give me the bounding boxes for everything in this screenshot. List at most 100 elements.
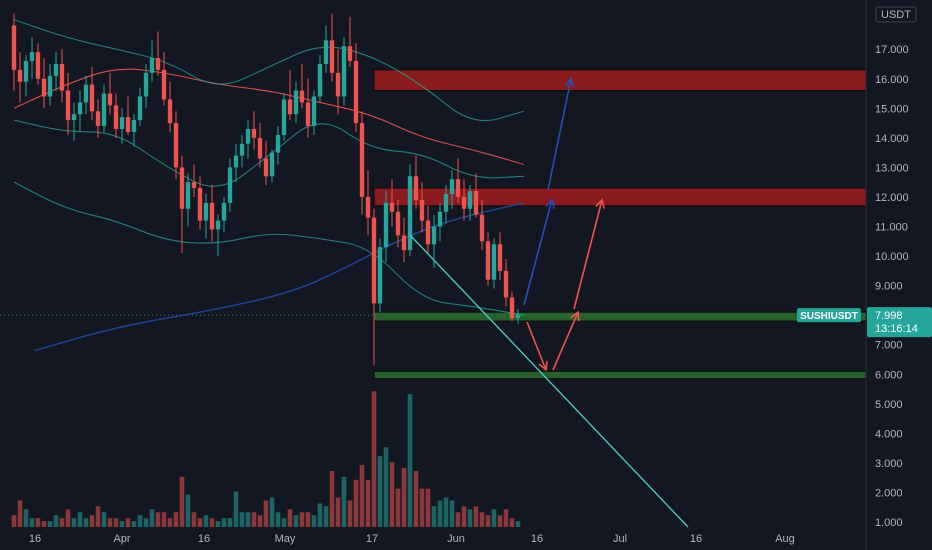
- candle-body: [53, 63, 59, 76]
- volume-bar: [131, 521, 137, 527]
- candle-body: [269, 152, 275, 177]
- volume-bar: [311, 515, 317, 527]
- volume-bar: [299, 512, 305, 527]
- volume-bar: [419, 488, 425, 527]
- volume-bar: [263, 500, 269, 527]
- volume-bar: [35, 518, 41, 527]
- volume-bar: [83, 518, 89, 527]
- volume-bar: [119, 521, 125, 527]
- volume-bar: [461, 506, 467, 527]
- candle-body: [131, 120, 137, 132]
- price-tick-label: 15.000: [875, 103, 909, 115]
- price-tick-label: 11.000: [875, 222, 908, 234]
- candle-body: [161, 69, 167, 100]
- volume-bar: [425, 488, 431, 527]
- volume-bar: [29, 518, 35, 527]
- candle-body: [65, 90, 71, 121]
- candle-body: [155, 58, 161, 70]
- volume-bar: [287, 509, 293, 527]
- price-tick-label: 2.000: [875, 487, 903, 499]
- candle-body: [263, 158, 269, 177]
- volume-bar: [71, 518, 77, 527]
- volume-bar: [413, 470, 419, 527]
- candle-body: [107, 93, 113, 106]
- candle-body: [35, 52, 41, 79]
- candle-body: [401, 235, 407, 251]
- candle-body: [41, 78, 47, 97]
- candle-body: [197, 188, 203, 221]
- volume-bar: [281, 518, 287, 527]
- price-tick-label: 13.000: [875, 162, 909, 174]
- candle-body: [119, 117, 125, 129]
- time-axis[interactable]: 16 Apr 16 May 17 Jun 16 Jul 16 Aug: [29, 533, 795, 545]
- candle-body: [239, 143, 245, 156]
- candle-body: [221, 202, 227, 221]
- volume-bar: [317, 503, 323, 527]
- candle-body: [185, 182, 191, 209]
- volume-bar: [485, 515, 491, 527]
- candle-body: [467, 191, 473, 209]
- candle-body: [347, 46, 353, 62]
- candle-body: [305, 102, 311, 127]
- candle-body: [113, 105, 119, 129]
- volume-bar: [467, 509, 473, 527]
- time-tick-label: May: [275, 533, 296, 545]
- volume-bar: [107, 518, 113, 527]
- candle-body: [437, 211, 443, 227]
- price-axis[interactable]: 17.000 16.000 15.000 14.000 13.000 12.000 11.0…: [875, 6, 917, 529]
- candle-body: [215, 220, 221, 230]
- volume-bar: [395, 488, 401, 527]
- volume-bar: [77, 512, 83, 527]
- volume-bar: [11, 515, 17, 527]
- time-tick-label: Aug: [775, 533, 795, 545]
- candle-body: [497, 244, 503, 271]
- volume-bar: [335, 497, 341, 527]
- price-tick-label: 14.000: [875, 133, 909, 145]
- candle-body: [461, 196, 467, 209]
- time-tick-label: 16: [198, 533, 210, 545]
- candle-body: [95, 111, 101, 127]
- time-tick-label: 16: [29, 533, 41, 545]
- volume-bar: [509, 518, 515, 527]
- moving-average-line: [13, 19, 525, 122]
- symbol-tag: [797, 308, 861, 323]
- price-tick-label: 10.000: [875, 251, 909, 263]
- candle-body: [125, 117, 131, 132]
- bull-arrow-2-head: [564, 77, 575, 88]
- volume-bar: [275, 512, 281, 527]
- bull-arrow-2: [547, 78, 572, 191]
- moving-average-line: [13, 119, 525, 187]
- candle-body: [209, 202, 215, 230]
- candle-body: [449, 179, 455, 194]
- candle-body: [17, 69, 23, 82]
- volume-bar: [239, 512, 245, 527]
- volume-bar: [41, 521, 47, 527]
- candle-body: [167, 99, 173, 124]
- time-tick-label: 17: [366, 533, 378, 545]
- candle-body: [245, 128, 251, 144]
- alt-arrow-up-1-head: [570, 310, 580, 322]
- last-price-tag: [867, 307, 932, 338]
- volume-bar: [161, 512, 167, 527]
- candle-body: [179, 167, 185, 209]
- volume-bar: [125, 518, 131, 527]
- candle-body: [149, 58, 155, 73]
- volume-bar: [293, 515, 299, 527]
- candle-body: [419, 199, 425, 221]
- volume-bar: [23, 509, 29, 527]
- volume-bar: [401, 468, 407, 527]
- price-tick-label: 9.000: [875, 281, 903, 293]
- candle-body: [431, 226, 437, 245]
- volume-bar: [113, 518, 119, 527]
- candle-body: [491, 244, 497, 280]
- volume-bar: [185, 494, 191, 527]
- volume-bar: [497, 515, 503, 527]
- candle-body: [251, 128, 257, 138]
- candle-body: [353, 61, 359, 124]
- volume-bar: [353, 479, 359, 527]
- volume-bar: [221, 518, 227, 527]
- candle-body: [455, 179, 461, 197]
- candle-body: [281, 99, 287, 135]
- time-tick-label: 16: [531, 533, 543, 545]
- alt-arrow-up-2-head: [595, 198, 605, 209]
